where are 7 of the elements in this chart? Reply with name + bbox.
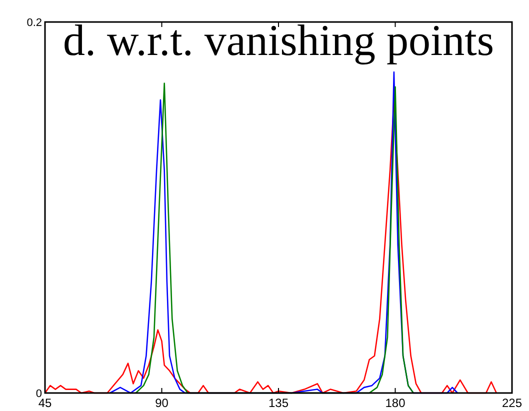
y-tick-label: 0.2 (26, 17, 42, 29)
x-tick-label: 135 (268, 396, 289, 410)
chart-title: d. w.r.t. vanishing points (62, 16, 494, 65)
x-tick-label: 225 (502, 396, 522, 410)
line-series (135, 82, 414, 394)
x-tick-label: 90 (155, 396, 169, 410)
x-tick-label: 180 (385, 396, 406, 410)
